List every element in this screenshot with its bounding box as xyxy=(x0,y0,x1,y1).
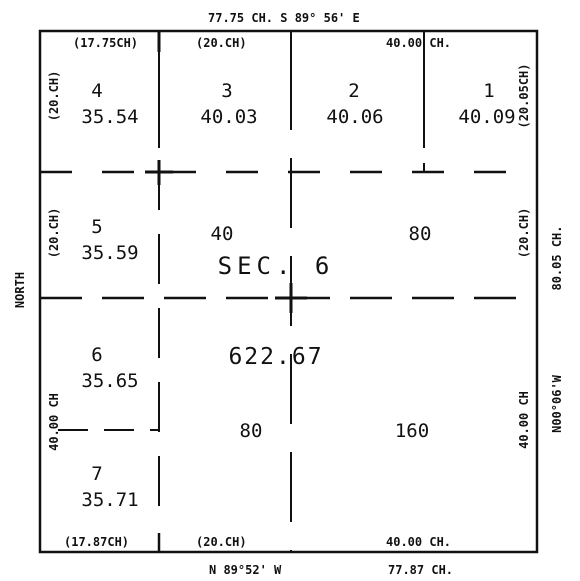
right-label-1: (20.05CH) xyxy=(517,63,531,128)
top-segment-3: 40.00 CH. xyxy=(386,36,451,50)
right-bearing: N00°06'W xyxy=(550,374,564,433)
lot-6-number: 6 xyxy=(91,344,102,366)
lot-6-acres: 35.65 xyxy=(81,370,138,392)
section-number: SEC. 6 xyxy=(218,252,335,280)
area-nw-40: 40 xyxy=(211,223,234,245)
top-bearing: 77.75 CH. S 89° 56' E xyxy=(208,11,360,25)
area-ne-80: 80 xyxy=(409,223,432,245)
lot-4-number: 4 xyxy=(91,80,102,102)
right-distance: 80.05 CH. xyxy=(550,225,564,290)
bottom-total: 77.87 CH. xyxy=(388,563,453,577)
left-side-label: NORTH xyxy=(13,272,27,308)
lot-7-acres: 35.71 xyxy=(81,489,138,511)
lot-3-number: 3 xyxy=(221,80,232,102)
lot-3-acres: 40.03 xyxy=(200,106,257,128)
lot-7-number: 7 xyxy=(91,463,102,485)
lot-2-acres: 40.06 xyxy=(326,106,383,128)
right-label-2: (20.CH) xyxy=(517,208,531,259)
section-boundary xyxy=(38,29,539,554)
lot-1-acres: 40.09 xyxy=(458,106,515,128)
bottom-segment-3: 40.00 CH. xyxy=(386,535,451,549)
lot-4-acres: 35.54 xyxy=(81,106,138,128)
top-segment-1: (17.75CH) xyxy=(73,36,138,50)
area-sw-80: 80 xyxy=(240,420,263,442)
bottom-segment-2: (20.CH) xyxy=(196,535,247,549)
left-label-2: (20.CH) xyxy=(47,208,61,259)
top-segment-2: (20.CH) xyxy=(196,36,247,50)
bottom-bearing: N 89°52' W xyxy=(209,563,282,577)
lot-5-acres: 35.59 xyxy=(81,242,138,264)
bottom-segment-1: (17.87CH) xyxy=(64,535,129,549)
left-label-3: 40.00 CH xyxy=(47,393,61,451)
right-label-3: 40.00 CH xyxy=(517,391,531,449)
left-label-1: (20.CH) xyxy=(47,71,61,122)
total-area: 622.67 xyxy=(228,344,323,370)
area-se-160: 160 xyxy=(395,420,429,442)
lot-1-number: 1 xyxy=(483,80,494,102)
lot-2-number: 2 xyxy=(348,80,359,102)
lot-5-number: 5 xyxy=(91,216,102,238)
